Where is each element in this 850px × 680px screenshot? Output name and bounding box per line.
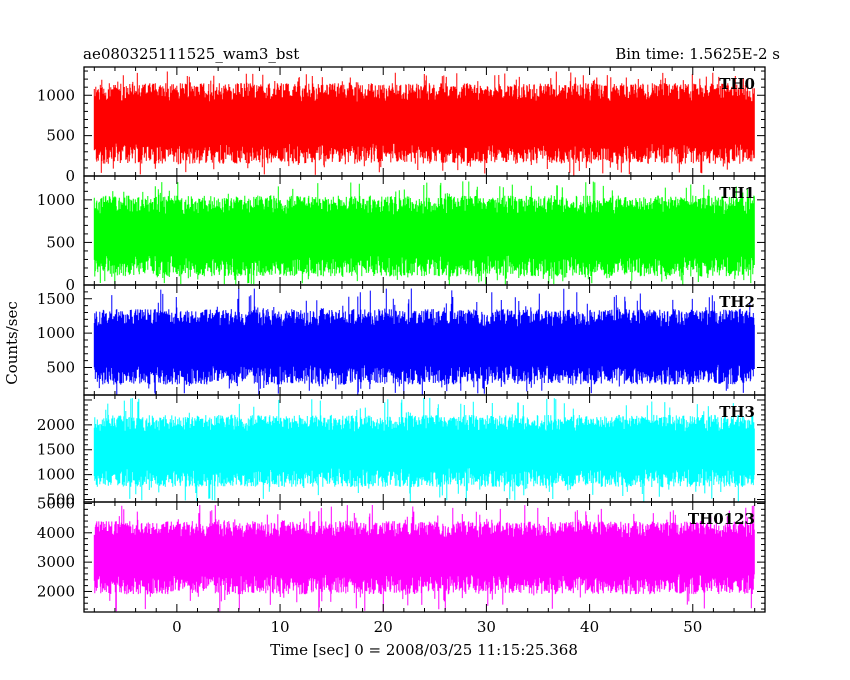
panel-label: TH0123 — [688, 510, 755, 528]
x-tick-label: 0 — [172, 618, 182, 636]
y-tick-label: 2000 — [37, 582, 75, 600]
panel-th0: 0 500 1000 TH0 — [37, 66, 766, 185]
series-th3 — [93, 397, 755, 502]
x-tick-label: 50 — [683, 618, 702, 636]
y-tick-label: 4000 — [37, 524, 75, 542]
panel-label: TH0 — [719, 75, 755, 93]
series-th2 — [93, 288, 755, 395]
y-axis-label: Counts/sec — [3, 301, 21, 385]
y-tick-label: 1500 — [37, 441, 75, 459]
panel-th3: 500 1000 1500 2000 TH3 — [37, 394, 766, 509]
y-tick-label: 1000 — [37, 324, 75, 342]
y-tick-label: 500 — [46, 359, 75, 377]
x-tick-label: 10 — [270, 618, 289, 636]
y-tick-label: 2000 — [37, 416, 75, 434]
panel-label: TH2 — [719, 293, 755, 311]
y-tick-label: 0 — [65, 167, 75, 185]
panel-th1: 0 500 1000 TH1 — [37, 175, 766, 294]
y-tick-label: 1000 — [37, 191, 75, 209]
y-tick-label: 5000 — [37, 494, 75, 512]
series-th0 — [93, 71, 755, 176]
panel-th0123: 2000 3000 4000 5000 TH0123 — [37, 494, 766, 613]
y-tick-label: 500 — [46, 233, 75, 251]
chart-subtitle: Bin time: 1.5625E-2 s — [615, 45, 780, 63]
x-tick-label: 40 — [580, 618, 599, 636]
y-tick-label: 500 — [46, 127, 75, 145]
chart-title: ae080325111525_wam3_bst — [83, 45, 299, 63]
y-tick-label: 0 — [65, 276, 75, 294]
panel-th2: 500 1000 1500 TH2 — [37, 284, 766, 396]
x-axis-label: Time [sec] 0 = 2008/03/25 11:15:25.368 — [270, 641, 578, 659]
y-tick-label: 3000 — [37, 553, 75, 571]
y-tick-label: 1500 — [37, 290, 75, 308]
series-th1 — [93, 181, 755, 285]
y-tick-label: 1000 — [37, 86, 75, 104]
panel-label: TH1 — [719, 184, 755, 202]
y-tick-label: 1000 — [37, 466, 75, 484]
x-tick-label: 20 — [374, 618, 393, 636]
series-th0123 — [93, 505, 755, 612]
y-tick-label: 500 — [46, 491, 75, 509]
panel-label: TH3 — [719, 403, 755, 421]
x-tick-label: 30 — [477, 618, 496, 636]
